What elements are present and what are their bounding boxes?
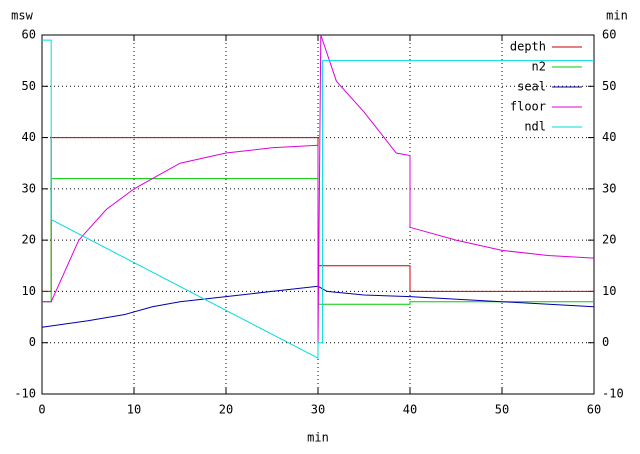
x-tick-label: 10 xyxy=(127,403,141,417)
y-tick-label: 10 xyxy=(22,284,36,298)
y2-tick-label: 30 xyxy=(602,181,616,195)
x-tick-label: 0 xyxy=(38,403,45,417)
y2-tick-label: 60 xyxy=(602,28,616,42)
x-tick-label: 40 xyxy=(403,403,417,417)
y-axis-label: msw xyxy=(11,9,33,23)
y-tick-label: 40 xyxy=(22,130,36,144)
y-tick-label: 20 xyxy=(22,233,36,247)
y2-tick-label: 40 xyxy=(602,130,616,144)
y2-tick-label: 20 xyxy=(602,233,616,247)
x-tick-label: 20 xyxy=(219,403,233,417)
x-tick-label: 50 xyxy=(495,403,509,417)
y2-tick-label: 0 xyxy=(602,335,609,349)
y2-tick-label: -10 xyxy=(602,387,624,401)
y2-axis-label: min xyxy=(606,9,628,23)
legend-label: depth xyxy=(510,40,546,54)
data-line xyxy=(42,34,595,343)
data-line xyxy=(42,39,594,359)
y-tick-label: 0 xyxy=(29,335,36,349)
x-tick-label: 30 xyxy=(311,403,325,417)
y-tick-label: 60 xyxy=(22,28,36,42)
y2-tick-label: 50 xyxy=(602,79,616,93)
y-tick-label: -10 xyxy=(14,387,36,401)
y-tick-label: 50 xyxy=(22,79,36,93)
legend-label: n2 xyxy=(532,60,546,74)
y2-tick-label: 10 xyxy=(602,284,616,298)
y-tick-label: 30 xyxy=(22,181,36,195)
data-line xyxy=(41,285,595,328)
legend-label: floor xyxy=(510,100,546,114)
legend-label: seal xyxy=(517,80,546,94)
x-axis-label: min xyxy=(307,431,329,445)
plot-frame xyxy=(41,34,595,395)
legend-label: ndl xyxy=(524,120,546,134)
x-tick-label: 60 xyxy=(587,403,601,417)
